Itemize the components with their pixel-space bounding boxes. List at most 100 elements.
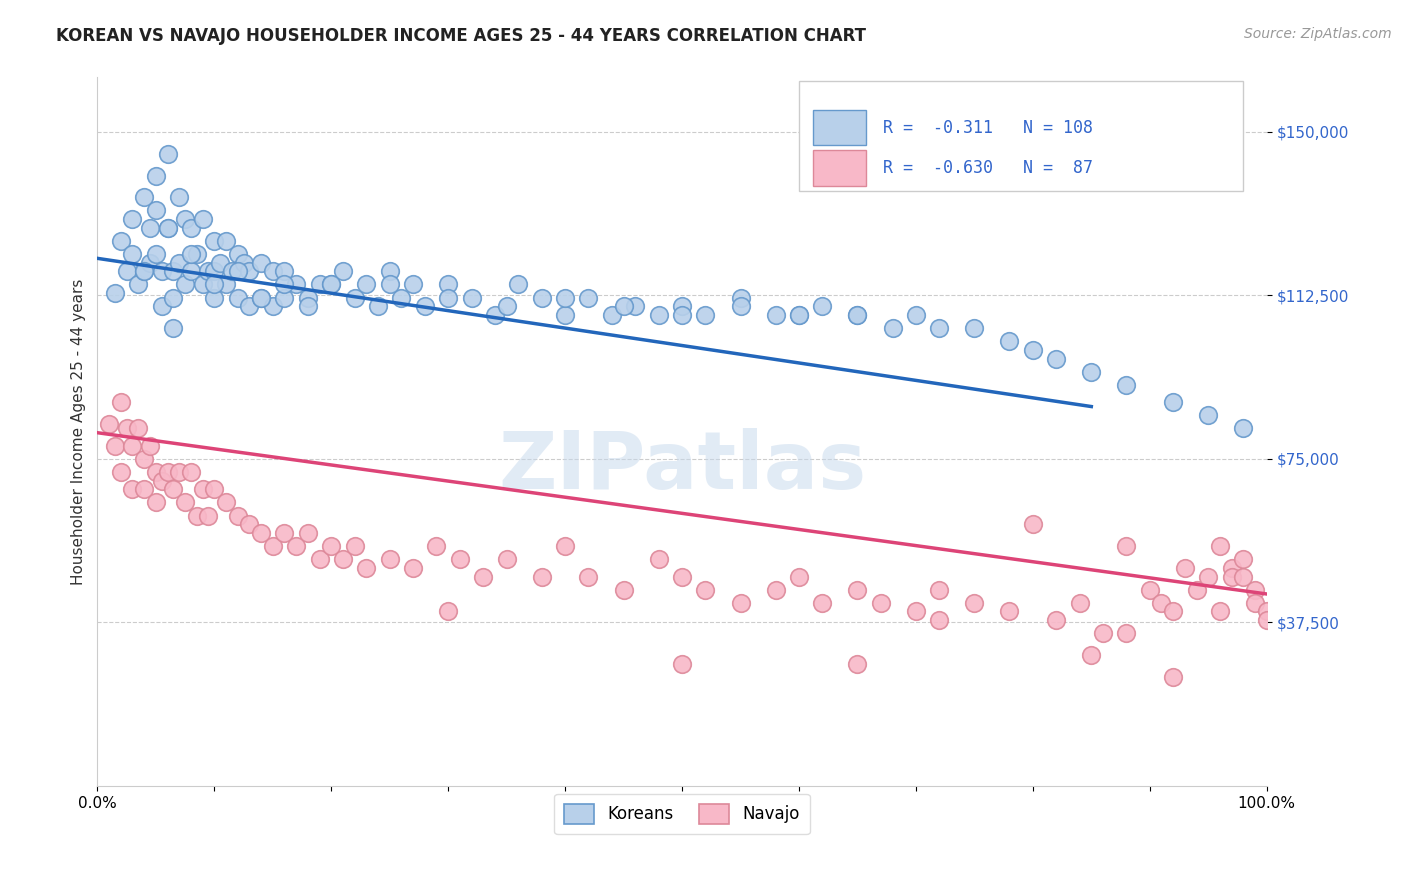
Point bbox=[167, 256, 190, 270]
Point bbox=[1069, 596, 1091, 610]
Point bbox=[139, 220, 162, 235]
Point bbox=[787, 308, 810, 322]
Point bbox=[250, 256, 273, 270]
Point bbox=[472, 569, 495, 583]
Point bbox=[321, 277, 343, 292]
Point bbox=[186, 508, 208, 523]
Point bbox=[787, 308, 810, 322]
Point bbox=[156, 220, 179, 235]
Point bbox=[695, 582, 717, 597]
Point bbox=[221, 264, 243, 278]
Point bbox=[180, 247, 202, 261]
Point bbox=[162, 321, 184, 335]
Point bbox=[600, 308, 623, 322]
FancyBboxPatch shape bbox=[813, 150, 866, 186]
Point bbox=[215, 495, 238, 509]
Point bbox=[730, 299, 752, 313]
Point bbox=[578, 569, 600, 583]
Point bbox=[1174, 561, 1197, 575]
Point bbox=[787, 569, 810, 583]
Point bbox=[378, 264, 401, 278]
Point bbox=[765, 308, 787, 322]
Point bbox=[273, 264, 295, 278]
Point bbox=[1232, 552, 1254, 566]
Point bbox=[250, 291, 273, 305]
Point bbox=[209, 256, 232, 270]
Point bbox=[297, 525, 319, 540]
Point bbox=[273, 525, 295, 540]
Point bbox=[202, 277, 225, 292]
Point bbox=[127, 277, 149, 292]
Point bbox=[1244, 596, 1267, 610]
Point bbox=[1092, 626, 1115, 640]
Point bbox=[226, 508, 249, 523]
Text: R =  -0.311   N = 108: R = -0.311 N = 108 bbox=[883, 119, 1094, 136]
Point bbox=[484, 308, 506, 322]
Point bbox=[846, 308, 869, 322]
Point bbox=[530, 291, 553, 305]
Point bbox=[460, 291, 482, 305]
Point bbox=[150, 474, 173, 488]
Point bbox=[180, 220, 202, 235]
Point bbox=[156, 146, 179, 161]
Point bbox=[104, 439, 127, 453]
Point bbox=[110, 395, 132, 409]
Point bbox=[121, 439, 143, 453]
Point bbox=[1139, 582, 1161, 597]
Point bbox=[226, 291, 249, 305]
Point bbox=[167, 190, 190, 204]
Point bbox=[437, 277, 460, 292]
Point bbox=[402, 561, 425, 575]
Point bbox=[367, 299, 389, 313]
Y-axis label: Householder Income Ages 25 - 44 years: Householder Income Ages 25 - 44 years bbox=[72, 278, 86, 585]
Point bbox=[647, 552, 669, 566]
Point bbox=[1197, 409, 1219, 423]
Point bbox=[1185, 582, 1208, 597]
Point bbox=[647, 308, 669, 322]
Point bbox=[1244, 582, 1267, 597]
Point bbox=[285, 539, 308, 553]
Point bbox=[121, 247, 143, 261]
Point bbox=[811, 596, 834, 610]
Point bbox=[1232, 569, 1254, 583]
Point bbox=[174, 495, 197, 509]
Point bbox=[1220, 569, 1243, 583]
FancyBboxPatch shape bbox=[813, 110, 866, 145]
Point bbox=[437, 604, 460, 618]
Point bbox=[139, 439, 162, 453]
Point bbox=[425, 539, 447, 553]
Point bbox=[811, 299, 834, 313]
Point bbox=[1161, 395, 1184, 409]
Point bbox=[998, 604, 1021, 618]
Point bbox=[174, 212, 197, 227]
Point bbox=[162, 264, 184, 278]
Point bbox=[262, 539, 284, 553]
Point bbox=[121, 483, 143, 497]
Point bbox=[232, 256, 254, 270]
Point bbox=[402, 277, 425, 292]
Point bbox=[150, 299, 173, 313]
Point bbox=[134, 190, 156, 204]
Point bbox=[1080, 365, 1102, 379]
Point bbox=[1209, 539, 1232, 553]
Point bbox=[869, 596, 891, 610]
Text: Source: ZipAtlas.com: Source: ZipAtlas.com bbox=[1244, 27, 1392, 41]
Point bbox=[495, 552, 517, 566]
Point bbox=[150, 264, 173, 278]
Point bbox=[695, 308, 717, 322]
Point bbox=[928, 321, 950, 335]
Point bbox=[904, 308, 927, 322]
Point bbox=[162, 291, 184, 305]
Point bbox=[285, 277, 308, 292]
Point bbox=[238, 517, 260, 532]
Point bbox=[356, 561, 378, 575]
Point bbox=[882, 321, 904, 335]
Point bbox=[156, 220, 179, 235]
Point bbox=[554, 308, 576, 322]
Point bbox=[332, 264, 354, 278]
Point bbox=[115, 421, 138, 435]
Point bbox=[449, 552, 471, 566]
Point bbox=[145, 247, 167, 261]
Point bbox=[1115, 377, 1137, 392]
Point bbox=[215, 277, 238, 292]
